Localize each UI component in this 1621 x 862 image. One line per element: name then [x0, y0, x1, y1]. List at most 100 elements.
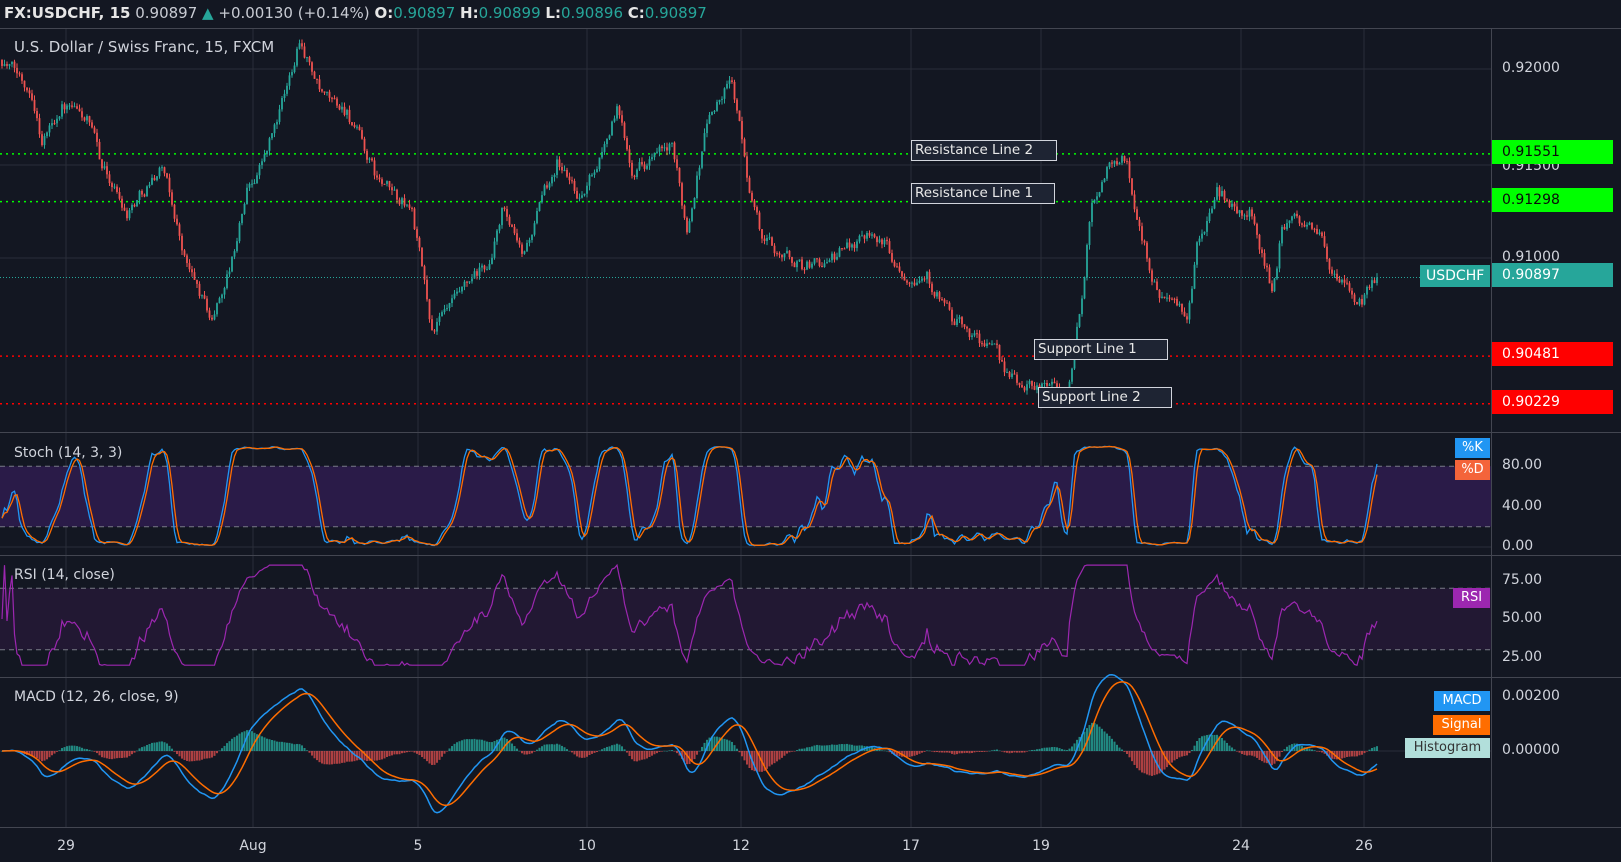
macd-line: [1, 674, 1378, 814]
macd-histogram-bar: [691, 751, 693, 762]
candle: [206, 298, 208, 311]
candle: [876, 237, 878, 243]
candle: [533, 223, 536, 235]
candle: [366, 150, 368, 160]
macd-histogram-bar: [1096, 724, 1098, 751]
candle: [268, 138, 271, 151]
candle: [6, 64, 8, 66]
macd-histogram-bar: [56, 751, 58, 752]
macd-histogram-bar: [313, 751, 316, 759]
macd-histogram-bar: [443, 751, 446, 754]
candle: [1116, 161, 1118, 165]
candle: [623, 122, 626, 138]
macd-histogram-bar: [373, 751, 376, 761]
support-line-2-label[interactable]: Support Line 2: [1038, 387, 1172, 408]
candle: [576, 190, 578, 199]
resistance-line-1-label[interactable]: Resistance Line 1: [911, 183, 1055, 204]
macd-histogram-bar: [1366, 751, 1368, 752]
candle: [666, 147, 668, 151]
macd-histogram-bar: [1323, 751, 1326, 754]
macd-histogram-bar: [291, 743, 293, 751]
macd-histogram-bar: [163, 742, 166, 751]
macd-histogram-bar: [1208, 734, 1211, 751]
macd-histogram-bar: [123, 751, 126, 758]
candle: [1231, 203, 1233, 207]
macd-histogram-bar: [423, 751, 426, 759]
macd-histogram-bar: [133, 751, 136, 753]
candle: [1178, 303, 1181, 306]
macd-histogram-bar: [861, 745, 863, 751]
candle: [1186, 316, 1188, 320]
macd-histogram-bar: [283, 742, 286, 751]
macd-histogram-bar: [391, 751, 393, 756]
candle: [211, 317, 213, 320]
macd-histogram-bar: [238, 733, 241, 751]
candle: [146, 186, 148, 197]
macd-histogram-bar: [791, 751, 793, 752]
macd-histogram-bar: [1361, 751, 1363, 755]
candle: [756, 207, 758, 213]
candle: [323, 91, 326, 93]
candle: [1328, 258, 1331, 270]
candle: [116, 186, 118, 193]
candle: [911, 282, 913, 284]
candle: [233, 251, 236, 257]
close-label: C:: [627, 4, 645, 22]
symbol-name[interactable]: FX:USDCHF, 15: [4, 4, 131, 22]
candle: [1183, 311, 1186, 317]
candle: [23, 80, 26, 88]
candle: [488, 263, 491, 270]
macd-histogram-bar: [1248, 751, 1251, 756]
candle: [1008, 371, 1011, 378]
macd-histogram-bar: [893, 751, 896, 756]
candle: [906, 280, 908, 283]
candle: [628, 149, 631, 163]
macd-histogram-bar: [1138, 751, 1141, 771]
candle: [643, 164, 646, 169]
candle: [1181, 303, 1183, 312]
candle: [358, 126, 361, 131]
macd-histogram-bar: [371, 751, 373, 761]
candle: [1268, 267, 1271, 284]
macd-histogram-bar: [186, 751, 188, 761]
candle: [78, 108, 81, 112]
candle: [831, 253, 833, 261]
macd-histogram-bar: [1353, 751, 1356, 757]
macd-histogram-bar: [1013, 751, 1016, 753]
support-line-1-label[interactable]: Support Line 1: [1034, 339, 1168, 360]
macd-histogram-bar: [531, 751, 533, 754]
candle: [186, 255, 188, 264]
macd-histogram-bar: [1081, 734, 1083, 751]
candle: [496, 230, 498, 242]
candle: [1256, 223, 1258, 235]
resistance-line-2-label[interactable]: Resistance Line 2: [911, 140, 1057, 161]
candle: [61, 104, 63, 117]
candle: [598, 157, 601, 170]
candle: [188, 263, 191, 270]
macd-histogram-bar: [66, 746, 68, 751]
candle: [158, 167, 161, 177]
macd-histogram-bar: [1171, 751, 1173, 763]
candle: [1031, 381, 1033, 386]
macd-histogram-bar: [33, 751, 36, 758]
macd-histogram-bar: [1008, 751, 1011, 754]
macd-histogram-bar: [1121, 749, 1123, 751]
macd-histogram-bar: [153, 742, 156, 751]
candle: [463, 281, 466, 287]
candle: [1333, 273, 1336, 275]
candle: [1083, 277, 1086, 299]
candle: [43, 136, 46, 146]
macd-histogram-bar: [1136, 751, 1138, 769]
macd-histogram-bar: [753, 751, 756, 772]
macd-histogram-bar: [233, 737, 236, 751]
candle: [201, 295, 203, 297]
candle: [773, 245, 776, 254]
candle: [578, 197, 581, 199]
candle: [1056, 383, 1058, 388]
macd-histogram-bar: [613, 744, 616, 751]
macd-histogram-bar: [1183, 751, 1186, 756]
candle: [648, 159, 651, 166]
candle: [1053, 381, 1056, 384]
candle: [1341, 279, 1343, 283]
